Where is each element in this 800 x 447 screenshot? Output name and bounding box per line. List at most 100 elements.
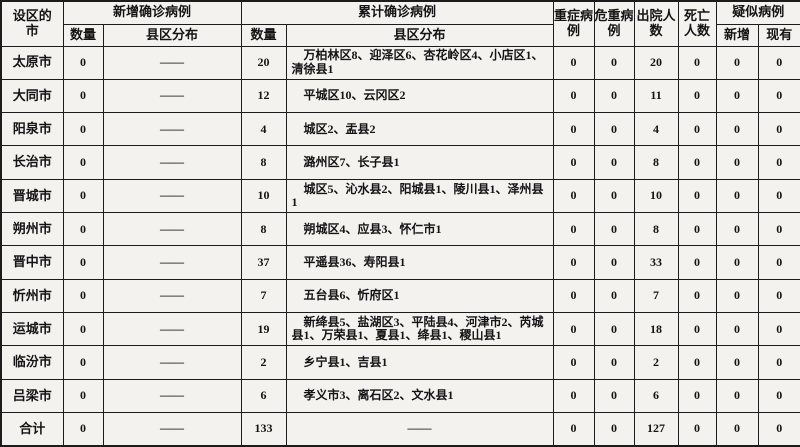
cell-critical: 0: [593, 312, 635, 347]
cell-severe: 0: [552, 212, 595, 247]
cell-cumulative-count: 12: [240, 78, 287, 114]
col-header-cumulative-confirmed: 累计确诊病例: [240, 0, 554, 25]
col-header-city: 设区的市: [0, 0, 64, 47]
cell-cumulative-count: 2: [240, 345, 287, 380]
table-row: 长治市 0 —— 8 潞州区7、长子县1 0 0 8 0 0 0: [0, 145, 800, 180]
cell-critical: 0: [593, 245, 635, 280]
cell-new-count: 0: [62, 378, 104, 414]
cell-suspected-current: 0: [757, 78, 800, 114]
cell-cumulative-count: 133: [240, 412, 287, 447]
cell-severe: 0: [552, 345, 595, 380]
cell-cumulative-distribution: 乡宁县1、吉县1: [285, 345, 554, 380]
cell-discharged: 11: [633, 78, 679, 114]
cell-suspected-current: 0: [757, 112, 800, 147]
col-header-city-label: 设区的市: [12, 7, 52, 38]
col-header-new-count: 数量: [62, 23, 104, 47]
cell-discharged: 6: [633, 378, 679, 414]
cell-discharged: 2: [633, 345, 679, 380]
cell-suspected-new: 0: [715, 345, 759, 380]
cell-new-count: 0: [62, 178, 104, 214]
cell-suspected-new: 0: [715, 412, 759, 447]
cell-new-distribution: ——: [102, 145, 242, 180]
cell-city: 运城市: [0, 312, 64, 347]
cell-cumulative-count: 19: [240, 312, 287, 347]
cell-critical: 0: [593, 45, 635, 80]
cell-critical: 0: [593, 145, 635, 180]
cell-suspected-new: 0: [715, 112, 759, 147]
cell-severe: 0: [552, 78, 595, 114]
col-header-suspected: 疑似病例: [715, 0, 800, 25]
cell-city: 忻州市: [0, 278, 64, 314]
cell-suspected-new: 0: [715, 45, 759, 80]
cell-deaths: 0: [677, 245, 717, 280]
cell-cumulative-distribution: 平遥县36、寿阳县1: [285, 245, 554, 280]
cell-suspected-current: 0: [757, 278, 800, 314]
cell-suspected-current: 0: [757, 378, 800, 414]
cell-severe: 0: [552, 278, 595, 314]
cell-new-count: 0: [62, 312, 104, 347]
cell-discharged: 127: [633, 412, 679, 447]
cell-discharged: 20: [633, 45, 679, 80]
cell-new-count: 0: [62, 78, 104, 114]
table-row: 晋城市 0 —— 10 城区5、沁水县2、阳城县1、陵川县1、泽州县1 0 0 …: [0, 178, 800, 214]
cell-cumulative-count: 10: [240, 178, 287, 214]
table-row: 朔州市 0 —— 8 朔城区4、应县3、怀仁市1 0 0 8 0 0 0: [0, 212, 800, 247]
cell-cumulative-count: 8: [240, 212, 287, 247]
table-header: 设区的市 新增确诊病例 累计确诊病例 重症病例 危重病例 出院人数 死亡人数 疑…: [0, 0, 800, 47]
cell-suspected-new: 0: [715, 312, 759, 347]
cell-critical: 0: [593, 378, 635, 414]
table-body: 太原市 0 —— 20 万柏林区8、迎泽区6、杏花岭区4、小店区1、清徐县1 0…: [0, 45, 800, 447]
cell-city: 太原市: [0, 45, 64, 80]
cell-new-distribution: ——: [102, 312, 242, 347]
table-row: 临汾市 0 —— 2 乡宁县1、吉县1 0 0 2 0 0 0: [0, 345, 800, 380]
cell-critical: 0: [593, 412, 635, 447]
cell-critical: 0: [593, 78, 635, 114]
cell-suspected-new: 0: [715, 212, 759, 247]
cell-cumulative-distribution: 朔城区4、应县3、怀仁市1: [285, 212, 554, 247]
cell-new-distribution: ——: [102, 345, 242, 380]
cell-deaths: 0: [677, 212, 717, 247]
cell-cumulative-distribution: 平城区10、云冈区2: [285, 78, 554, 114]
cell-cumulative-count: 4: [240, 112, 287, 147]
cell-suspected-current: 0: [757, 312, 800, 347]
cell-discharged: 8: [633, 145, 679, 180]
cell-discharged: 4: [633, 112, 679, 147]
col-header-suspected-current: 现有: [757, 23, 800, 47]
cell-cumulative-distribution: ——: [285, 412, 554, 447]
table-row: 晋中市 0 —— 37 平遥县36、寿阳县1 0 0 33 0 0 0: [0, 245, 800, 280]
cell-new-count: 0: [62, 145, 104, 180]
cell-new-count: 0: [62, 245, 104, 280]
cell-city: 阳泉市: [0, 112, 64, 147]
cell-deaths: 0: [677, 378, 717, 414]
cell-deaths: 0: [677, 78, 717, 114]
cell-suspected-new: 0: [715, 145, 759, 180]
cell-city: 合计: [0, 412, 64, 447]
cell-deaths: 0: [677, 45, 717, 80]
cell-city: 吕梁市: [0, 378, 64, 414]
cell-new-count: 0: [62, 345, 104, 380]
col-header-cumulative-count: 数量: [240, 23, 287, 47]
cell-new-count: 0: [62, 412, 104, 447]
cell-critical: 0: [593, 278, 635, 314]
cell-suspected-current: 0: [757, 245, 800, 280]
table-row: 运城市 0 —— 19 新绛县5、盐湖区3、平陆县4、河津市2、芮城县1、万荣县…: [0, 312, 800, 347]
table-row: 阳泉市 0 —— 4 城区2、盂县2 0 0 4 0 0 0: [0, 112, 800, 147]
cell-city: 长治市: [0, 145, 64, 180]
cell-severe: 0: [552, 412, 595, 447]
cell-new-count: 0: [62, 112, 104, 147]
cell-discharged: 8: [633, 212, 679, 247]
cell-deaths: 0: [677, 178, 717, 214]
cell-discharged: 33: [633, 245, 679, 280]
cell-deaths: 0: [677, 112, 717, 147]
cell-deaths: 0: [677, 345, 717, 380]
cell-suspected-new: 0: [715, 278, 759, 314]
table-row: 吕梁市 0 —— 6 孝义市3、离石区2、文水县1 0 0 6 0 0 0: [0, 378, 800, 414]
cell-cumulative-distribution: 城区2、盂县2: [285, 112, 554, 147]
cell-city: 大同市: [0, 78, 64, 114]
cell-new-distribution: ——: [102, 178, 242, 214]
col-header-severe: 重症病例: [552, 0, 595, 47]
cell-discharged: 10: [633, 178, 679, 214]
cell-critical: 0: [593, 178, 635, 214]
table-row: 忻州市 0 —— 7 五台县6、忻府区1 0 0 7 0 0 0: [0, 278, 800, 314]
cell-new-distribution: ——: [102, 45, 242, 80]
